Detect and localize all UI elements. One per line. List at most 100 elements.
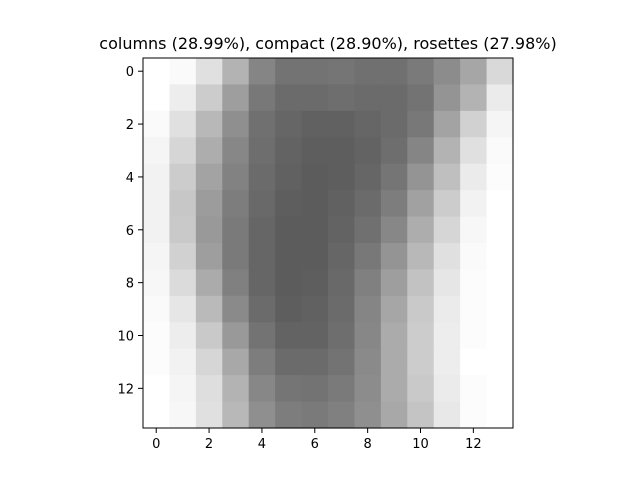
heatmap-cell xyxy=(248,295,276,323)
heatmap-cell xyxy=(169,216,197,244)
heatmap-cell xyxy=(380,295,408,323)
heatmap-cell xyxy=(301,401,329,429)
heatmap-cell xyxy=(222,58,250,86)
heatmap-cell xyxy=(486,216,514,244)
heatmap-cell xyxy=(222,375,250,403)
heatmap-cell xyxy=(248,110,276,138)
heatmap-cell xyxy=(328,401,356,429)
heatmap-cell xyxy=(328,84,356,112)
heatmap-cell xyxy=(407,375,435,403)
heatmap-cell xyxy=(328,322,356,350)
heatmap-cell xyxy=(195,84,223,112)
heatmap-cell xyxy=(460,243,488,271)
heatmap-cell xyxy=(275,84,303,112)
heatmap-cell xyxy=(301,375,329,403)
heatmap-cell xyxy=(407,163,435,191)
heatmap-cell xyxy=(195,322,223,350)
heatmap-cell xyxy=(301,190,329,218)
heatmap-cell xyxy=(433,348,461,376)
heatmap-cell xyxy=(460,58,488,86)
heatmap-cell xyxy=(486,401,514,429)
y-tick-label: 10 xyxy=(117,330,134,345)
heatmap-cell xyxy=(195,163,223,191)
heatmap-cell xyxy=(460,190,488,218)
heatmap-cell xyxy=(354,137,382,165)
heatmap-cell xyxy=(486,110,514,138)
heatmap-cell xyxy=(486,190,514,218)
heatmap-cell xyxy=(195,137,223,165)
heatmap-cell xyxy=(354,269,382,297)
heatmap-cell xyxy=(169,269,197,297)
heatmap-cell xyxy=(275,216,303,244)
heatmap-cell xyxy=(169,190,197,218)
heatmap-cell xyxy=(222,190,250,218)
heatmap-cell xyxy=(195,375,223,403)
heatmap-cell xyxy=(275,269,303,297)
heatmap-cell xyxy=(222,401,250,429)
heatmap-cell xyxy=(222,84,250,112)
heatmap-cell xyxy=(301,110,329,138)
heatmap-cell xyxy=(407,110,435,138)
heatmap-cell xyxy=(460,295,488,323)
chart-title: columns (28.99%), compact (28.90%), rose… xyxy=(99,34,556,53)
heatmap-cell xyxy=(486,375,514,403)
heatmap-cell xyxy=(143,216,171,244)
x-tick-label: 12 xyxy=(465,437,482,452)
heatmap-cell xyxy=(275,322,303,350)
heatmap-cell xyxy=(354,401,382,429)
y-tick-label: 4 xyxy=(126,171,134,186)
heatmap-cell xyxy=(407,348,435,376)
y-tick-label: 0 xyxy=(126,65,134,80)
heatmap-cell xyxy=(275,295,303,323)
heatmap-cell xyxy=(222,295,250,323)
heatmap-cell xyxy=(248,190,276,218)
axes-frame xyxy=(142,57,514,429)
heatmap-cell xyxy=(169,322,197,350)
heatmap-cell xyxy=(354,216,382,244)
heatmap-cell xyxy=(328,243,356,271)
heatmap-cell xyxy=(328,375,356,403)
heatmap-cell xyxy=(275,163,303,191)
heatmap-cell xyxy=(275,137,303,165)
heatmap-cell xyxy=(222,216,250,244)
heatmap-cell xyxy=(248,269,276,297)
heatmap-cell xyxy=(380,375,408,403)
heatmap-cell xyxy=(222,137,250,165)
heatmap-cell xyxy=(486,58,514,86)
heatmap-cell xyxy=(486,348,514,376)
heatmap-cell xyxy=(380,110,408,138)
heatmap-cell xyxy=(486,243,514,271)
heatmap-cell xyxy=(486,322,514,350)
heatmap-cell xyxy=(222,269,250,297)
heatmap-cell xyxy=(460,216,488,244)
heatmap-cell xyxy=(354,243,382,271)
heatmap-cell xyxy=(195,348,223,376)
heatmap-cell xyxy=(433,322,461,350)
heatmap-cell xyxy=(433,163,461,191)
heatmap-cell xyxy=(301,58,329,86)
heatmap-cell xyxy=(328,269,356,297)
heatmap-cell xyxy=(169,348,197,376)
heatmap-cell xyxy=(248,58,276,86)
heatmap-cell xyxy=(301,322,329,350)
heatmap-cell xyxy=(380,84,408,112)
heatmap-cell xyxy=(169,58,197,86)
x-axis-ticks: 0 2 4 6 8 10 12 xyxy=(152,428,482,452)
heatmap-cell xyxy=(143,375,171,403)
heatmap-cell xyxy=(301,269,329,297)
heatmap-cell xyxy=(195,243,223,271)
heatmap-cell xyxy=(248,243,276,271)
heatmap-cell xyxy=(301,84,329,112)
heatmap-cell xyxy=(222,110,250,138)
heatmap-cell xyxy=(380,348,408,376)
heatmap-cell xyxy=(169,243,197,271)
heatmap-cell xyxy=(460,84,488,112)
heatmap-cell xyxy=(486,295,514,323)
heatmap-cell xyxy=(195,401,223,429)
heatmap-cell xyxy=(460,137,488,165)
heatmap-cell xyxy=(486,163,514,191)
x-tick-label: 8 xyxy=(364,437,372,452)
heatmap-cell xyxy=(248,375,276,403)
heatmap-cell xyxy=(380,58,408,86)
